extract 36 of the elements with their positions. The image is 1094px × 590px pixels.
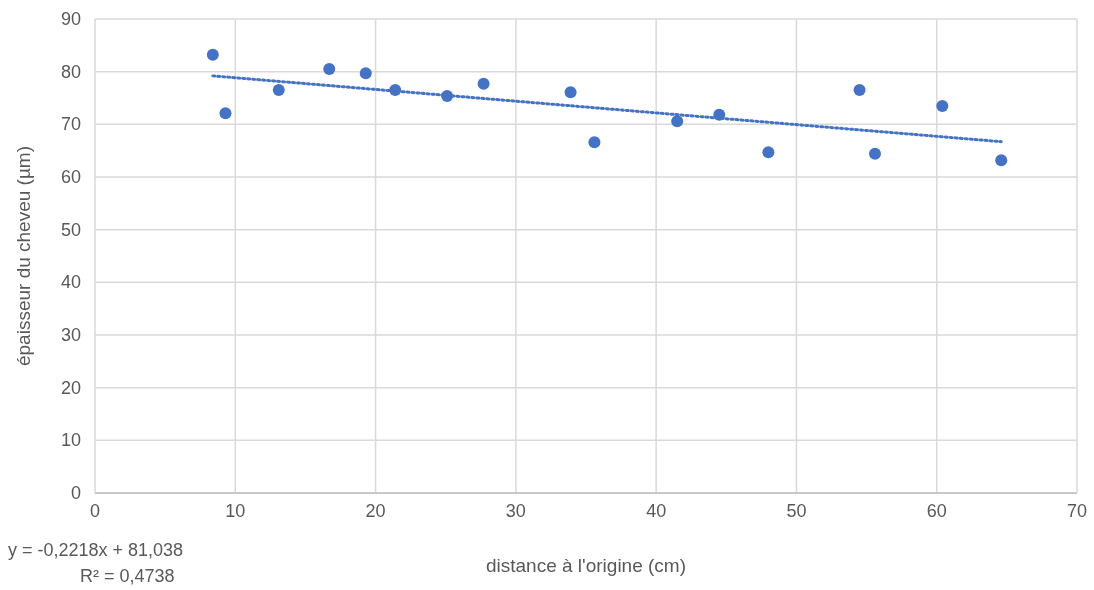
x-tick-label: 60 [926,501,947,521]
point [671,115,684,128]
x-tick-label: 70 [1066,501,1088,521]
point [359,67,372,80]
point [272,84,285,97]
y-tick-label: 70 [60,114,81,135]
y-tick-label: 20 [60,377,81,398]
text: y = -0,2218x + 81,038 [8,540,184,560]
point [995,154,1008,167]
point [762,146,775,159]
point [477,77,490,90]
point [564,86,577,99]
x-tick-label: 40 [646,501,667,521]
x-tick-label: 0 [89,501,101,521]
point [853,84,866,97]
x-axis-title: distance à l'origine (cm) [485,555,687,576]
point [206,48,219,61]
y-tick-label: 60 [60,167,81,187]
text: R² = 0,4738 [80,566,175,586]
x-tick-label: 50 [786,501,807,521]
y-tick-label: 90 [60,9,81,29]
y-tick-label: 0 [70,483,81,503]
y-tick-label: 10 [60,430,81,451]
x-tick-label: 20 [365,501,386,521]
y-tick-label: 40 [60,272,81,293]
x-tick-label: 30 [505,501,526,521]
point [219,107,232,120]
point [936,99,949,112]
point [323,63,336,76]
x-tick-label: 10 [225,501,246,521]
y-axis-title: épaisseur du cheveu (µm) [13,145,34,367]
y-tick-label: 80 [60,61,81,82]
y-tick-label: 30 [60,325,81,345]
y-tick-label: 50 [60,219,81,240]
point [868,147,881,160]
point [588,136,601,149]
